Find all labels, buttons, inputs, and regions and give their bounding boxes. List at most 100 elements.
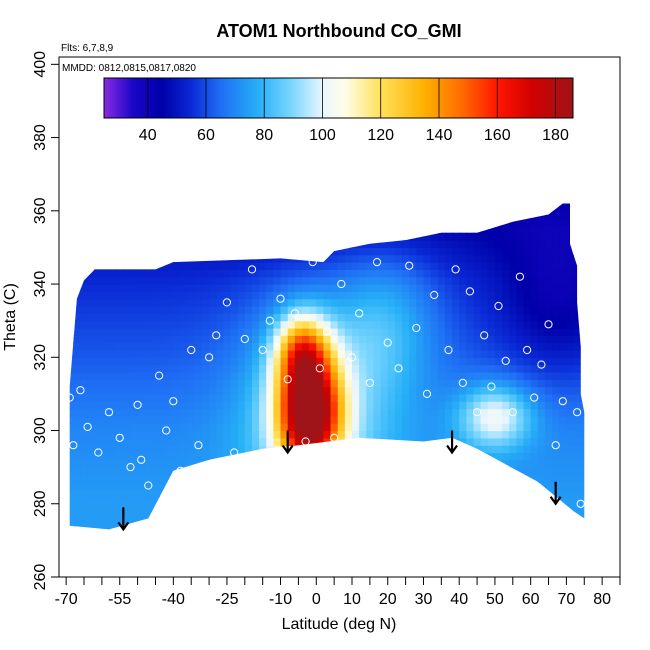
heatmap-cell [337,518,346,527]
heatmap-cell [416,437,425,446]
heatmap-cell [366,518,375,527]
heatmap-cell [230,203,239,212]
heatmap-cell [609,438,617,446]
heatmap-cell [344,474,353,483]
heatmap-cell [80,349,89,358]
heatmap-cell [251,313,260,322]
heatmap-cell [69,335,74,344]
heatmap-cell [116,503,124,512]
sample-point [315,364,324,373]
heatmap-cell [452,225,460,234]
heatmap-cell [473,386,482,395]
heatmap-cell [573,511,582,519]
heatmap-cell [552,386,560,395]
heatmap-cell [452,291,460,300]
heatmap-cell [530,262,539,270]
heatmap-cell [602,269,610,277]
heatmap-cell [352,415,360,424]
heatmap-cell [516,291,525,300]
heatmap-cell [573,357,582,366]
heatmap-cell [402,203,410,212]
heatmap-cell [494,481,503,490]
heatmap-cell [87,313,96,322]
heatmap-cell [459,298,467,307]
heatmap-cell [144,269,153,278]
heatmap-cell [380,298,389,307]
heatmap-cell [352,335,360,344]
heatmap-cell [280,298,289,307]
heatmap-cell [380,489,389,498]
heatmap-cell [552,423,560,432]
heatmap-cell [523,489,532,498]
sample-point [515,272,525,281]
heatmap-cell [394,525,403,530]
heatmap-cell [166,496,174,505]
heatmap-cell [80,371,89,380]
heatmap-cell [109,291,117,300]
heatmap-cell [187,401,196,410]
heatmap-cell [352,525,360,530]
heatmap-cell [509,423,517,432]
heatmap-cell [223,357,232,366]
heatmap-cell [523,262,532,270]
heatmap-cell [151,240,160,249]
heatmap-cell [87,452,96,461]
heatmap-cell [452,415,460,424]
sample-point [162,426,171,435]
heatmap-cell [237,262,246,270]
heatmap-cell [480,452,489,461]
heatmap-cell [481,189,489,197]
heatmap-cell [316,393,325,402]
heatmap-cell [487,203,496,205]
heatmap-cell [473,327,482,336]
heatmap-cell [566,393,575,402]
heatmap-cell [452,371,460,380]
heatmap-cell [380,518,389,527]
sample-point [430,290,439,300]
heatmap-cell [123,306,132,314]
heatmap-cell [402,459,410,468]
heatmap-cell [380,313,389,322]
heatmap-cell [494,379,503,388]
heatmap-cell [523,335,532,344]
heatmap-cell [373,210,382,219]
heatmap-cell [266,415,274,424]
heatmap-cell [323,518,332,527]
heatmap-cell [316,189,324,197]
heatmap-cell [394,218,403,227]
heatmap-cell [359,306,367,314]
heatmap-cell [544,408,553,417]
heatmap-cell [73,269,82,278]
heatmap-cell [123,269,132,278]
heatmap-cell [330,481,339,490]
heatmap-cell [452,342,460,351]
heatmap-cell [194,262,203,270]
heatmap-cell [437,496,446,505]
y-tick-label: 400 [32,51,49,78]
heatmap-cell [194,357,203,366]
heatmap-cell [466,269,475,278]
heatmap-cell [523,357,532,366]
heatmap-cell [487,306,496,314]
heatmap-cell [323,320,332,329]
heatmap-cell [359,445,367,454]
heatmap-cell [409,203,417,212]
heatmap-cell [588,526,596,534]
heatmap-cell [444,474,453,483]
heatmap-cell [544,379,553,388]
heatmap-cell [509,533,517,541]
heatmap-cell [223,423,232,432]
heatmap-cell [323,467,332,476]
sample-point [558,397,567,406]
sample-point [258,345,267,355]
heatmap-cell [373,533,381,541]
heatmap-cell [59,291,67,299]
heatmap-cell [380,357,389,366]
heatmap-cell [187,503,196,512]
heatmap-cell [459,459,467,468]
heatmap-cell [109,298,117,307]
heatmap-cell [216,525,224,530]
heatmap-cell [330,335,339,344]
heatmap-cell [373,430,382,439]
heatmap-cell [409,240,417,249]
